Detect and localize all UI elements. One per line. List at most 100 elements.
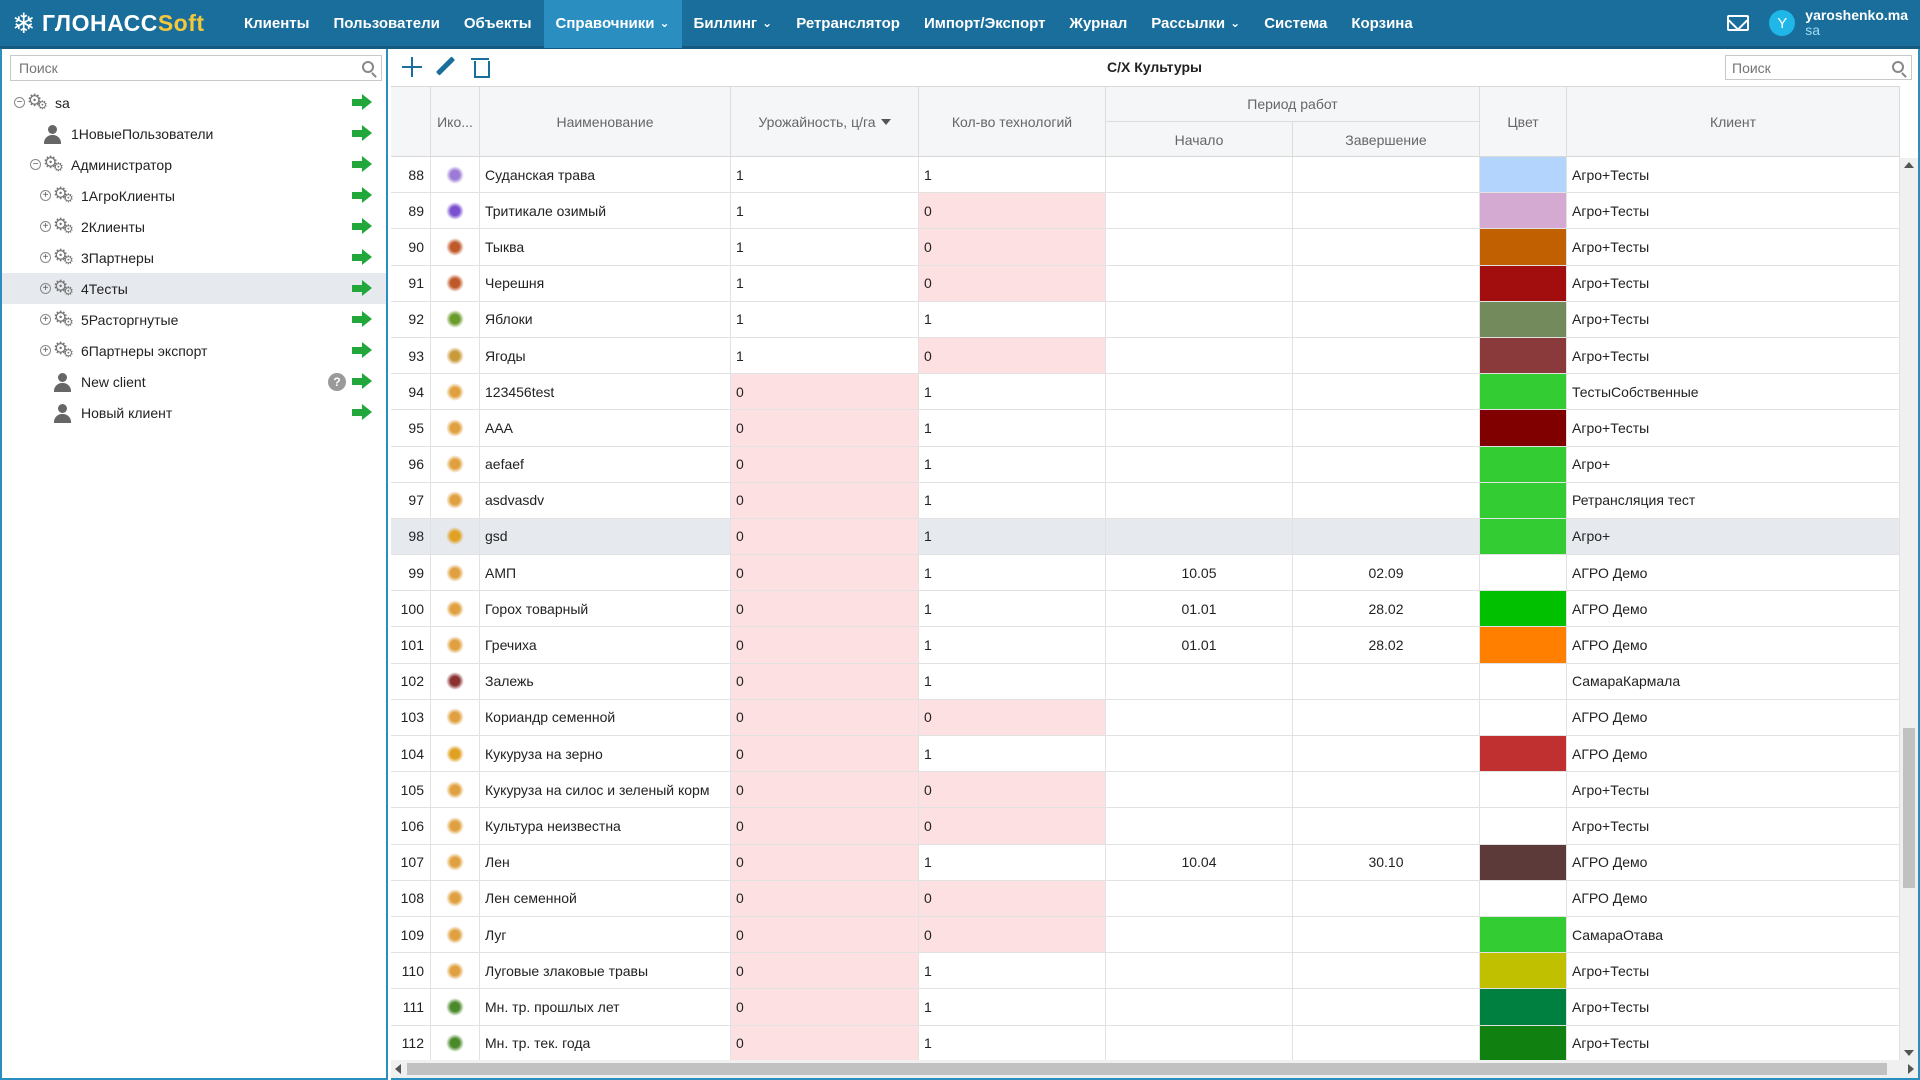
tree-item[interactable]: − sa [2, 87, 386, 118]
header-technologies[interactable]: Кол-во технологий [919, 87, 1106, 157]
table-row[interactable]: 100 Горох товарный 0 1 01.01 28.02 АГРО Демо [391, 591, 1900, 628]
nav-item-4[interactable]: Биллинг ⌄ [682, 0, 785, 48]
table-row[interactable]: 104 Кукуруза на зерно 0 1 АГРО Демо [391, 736, 1900, 773]
edit-pencil-icon[interactable] [433, 54, 459, 80]
go-arrow-icon[interactable] [352, 156, 372, 172]
horizontal-scrollbar[interactable] [391, 1060, 1918, 1078]
table-row[interactable]: 109 Луг 0 0 СамараОтава [391, 916, 1900, 954]
tree-item[interactable]: +5Расторгнутые [2, 304, 386, 335]
header-end[interactable]: Завершение [1293, 122, 1480, 157]
header-name[interactable]: Наименование [480, 87, 731, 157]
cell-client: Агро+Тесты [1567, 1025, 1900, 1061]
table-row[interactable]: 98 gsd 0 1 Агро+ [391, 518, 1900, 556]
go-arrow-icon[interactable] [352, 311, 372, 327]
go-arrow-icon[interactable] [352, 218, 372, 234]
expand-icon[interactable]: + [40, 283, 51, 294]
table-row[interactable]: 90 Тыква 1 0 Агро+Тесты [391, 229, 1900, 266]
tree-item[interactable]: − Администратор [2, 149, 386, 180]
add-icon[interactable] [399, 54, 425, 80]
table-row[interactable]: 96 aefaef 0 1 Агро+ [391, 446, 1900, 483]
expand-icon[interactable]: + [40, 252, 51, 263]
apple-icon [446, 310, 464, 329]
help-icon[interactable]: ? [328, 373, 346, 391]
table-row[interactable]: 102 Залежь 0 1 СамараКармала [391, 663, 1900, 700]
table-row[interactable]: 111 Мн. тр. прошлых лет 0 1 Агро+Тесты [391, 989, 1900, 1026]
avatar[interactable]: Y [1769, 10, 1796, 36]
cell-row-number: 95 [391, 410, 431, 446]
table-row[interactable]: 89 Тритикале озимый 1 0 Агро+Тесты [391, 193, 1900, 230]
tree-item[interactable]: +6Партнеры экспорт [2, 335, 386, 366]
expand-icon[interactable]: + [40, 345, 51, 356]
header-client[interactable]: Клиент [1567, 87, 1900, 157]
table-row[interactable]: 110 Луговые злаковые травы 0 1 Агро+Тесты [391, 953, 1900, 990]
nav-item-1[interactable]: Пользователи [321, 0, 451, 48]
nav-item-2[interactable]: Объекты [452, 0, 544, 48]
table-row[interactable]: 105 Кукуруза на силос и зеленый корм 0 0 Агр… [391, 772, 1900, 809]
nav-item-8[interactable]: Рассылки ⌄ [1139, 0, 1252, 48]
go-arrow-icon[interactable] [352, 404, 372, 420]
table-row[interactable]: 107 Лен 0 1 10.04 30.10 АГРО Демо [391, 844, 1900, 881]
delete-trash-icon[interactable] [467, 54, 493, 80]
expand-icon[interactable]: + [40, 190, 51, 201]
horizontal-scroll-thumb[interactable] [407, 1063, 1887, 1075]
nav-item-7[interactable]: Журнал [1057, 0, 1139, 48]
user-info[interactable]: yaroshenko.ma sa [1805, 8, 1908, 38]
scroll-down-icon[interactable] [1904, 1050, 1914, 1056]
go-arrow-icon[interactable] [352, 187, 372, 203]
nav-item-6[interactable]: Импорт/Экспорт [912, 0, 1057, 48]
go-arrow-icon[interactable] [352, 280, 372, 296]
nav-item-10[interactable]: Корзина [1339, 0, 1424, 48]
table-row[interactable]: 106 Культура неизвестна 0 0 Агро+Тесты [391, 808, 1900, 845]
table-row[interactable]: 99 АМП 0 1 10.05 02.09 АГРО Демо [391, 555, 1900, 592]
cell-icon [431, 916, 480, 953]
table-row[interactable]: 101 Гречиха 0 1 01.01 28.02 АГРО Демо [391, 627, 1900, 664]
table-row[interactable]: 93 Ягоды 1 0 Агро+Тесты [391, 337, 1900, 375]
nav-item-9[interactable]: Система [1252, 0, 1339, 48]
expand-icon[interactable]: + [40, 314, 51, 325]
header-yield[interactable]: Урожайность, ц/га [731, 87, 919, 157]
nav-item-5[interactable]: Ретранслятор [784, 0, 912, 48]
header-color[interactable]: Цвет [1480, 87, 1567, 157]
vertical-scroll-thumb[interactable] [1903, 728, 1915, 888]
table-row[interactable]: 95 AAA 0 1 Агро+Тесты [391, 410, 1900, 447]
table-row[interactable]: 94 123456test 0 1 ТестыСобственные [391, 374, 1900, 411]
table-row[interactable]: 108 Лен семенной 0 0 АГРО Демо [391, 880, 1900, 917]
search-icon[interactable] [1892, 61, 1904, 73]
vertical-scrollbar[interactable] [1900, 158, 1918, 1060]
table-row[interactable]: 92 Яблоки 1 1 Агро+Тесты [391, 301, 1900, 338]
wheat-icon [446, 455, 464, 474]
expand-icon[interactable]: + [40, 221, 51, 232]
scroll-left-icon[interactable] [395, 1064, 401, 1074]
cell-name: Тыква [480, 229, 731, 265]
go-arrow-icon[interactable] [352, 342, 372, 358]
table-row[interactable]: 112 Мн. тр. тек. года 0 1 Агро+Тесты [391, 1025, 1900, 1062]
header-icon[interactable]: Ико... [431, 87, 480, 157]
table-row[interactable]: 97 asdvasdv 0 1 Ретрансляция тест [391, 482, 1900, 519]
tree-item[interactable]: +3Партнеры [2, 242, 386, 273]
grid-search-input[interactable] [1726, 56, 1911, 79]
collapse-icon[interactable]: − [30, 159, 41, 170]
tree-item[interactable]: +4Тесты [2, 273, 386, 304]
search-icon[interactable] [362, 61, 374, 73]
tree-item[interactable]: Новый клиент [2, 397, 386, 428]
tree-item[interactable]: 1НовыеПользователи [2, 118, 386, 149]
go-arrow-icon[interactable] [352, 373, 372, 389]
table-row[interactable]: 88 Суданская трава 1 1 Агро+Тесты [391, 157, 1900, 194]
go-arrow-icon[interactable] [352, 125, 372, 141]
go-arrow-icon[interactable] [352, 249, 372, 265]
tree-search-input[interactable] [11, 56, 381, 80]
tree-item[interactable]: +1АгроКлиенты [2, 180, 386, 211]
collapse-icon[interactable]: − [14, 97, 25, 108]
scroll-up-icon[interactable] [1904, 162, 1914, 168]
app-logo[interactable]: ❄ ГЛОНАСС Soft [0, 0, 232, 48]
nav-item-0[interactable]: Клиенты [232, 0, 321, 48]
scroll-right-icon[interactable] [1908, 1064, 1914, 1074]
mail-icon[interactable] [1727, 15, 1750, 31]
go-arrow-icon[interactable] [352, 94, 372, 110]
header-start[interactable]: Начало [1106, 122, 1293, 157]
table-row[interactable]: 103 Кориандр семенной 0 0 АГРО Демо [391, 699, 1900, 736]
nav-item-3[interactable]: Справочники ⌄ [543, 0, 682, 48]
tree-item[interactable]: New client? [2, 366, 386, 397]
table-row[interactable]: 91 Черешня 1 0 Агро+Тесты [391, 265, 1900, 302]
tree-item[interactable]: +2Клиенты [2, 211, 386, 242]
